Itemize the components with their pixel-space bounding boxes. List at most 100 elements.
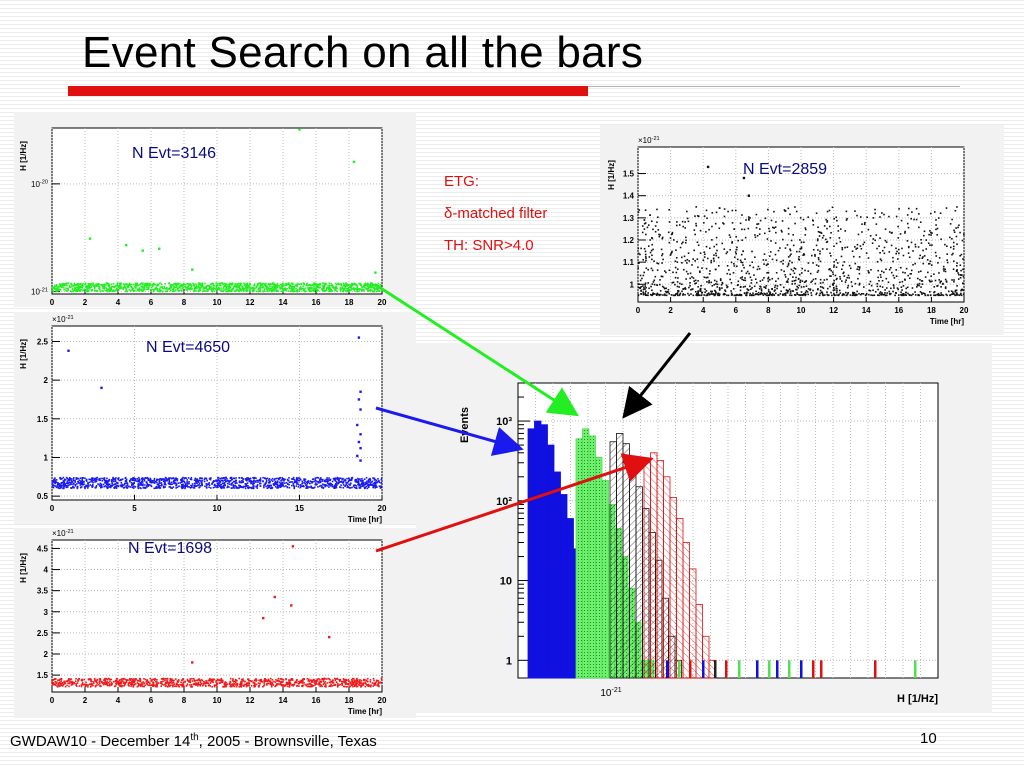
data-point (339, 683, 342, 686)
data-point (334, 678, 337, 680)
data-point (801, 267, 804, 270)
data-point (100, 477, 102, 480)
data-point (338, 477, 341, 480)
data-point (166, 679, 168, 682)
data-point (132, 289, 135, 292)
data-point (833, 245, 835, 248)
data-point (263, 483, 266, 486)
data-point (106, 282, 109, 284)
data-point (160, 685, 163, 687)
data-point (638, 283, 640, 285)
data-point (219, 484, 222, 486)
data-point (328, 477, 330, 479)
data-point (307, 284, 309, 287)
data-point (85, 684, 87, 687)
data-point (372, 486, 374, 489)
data-point (280, 485, 282, 487)
data-point (229, 285, 231, 288)
data-point (174, 685, 176, 688)
data-point (140, 288, 143, 291)
data-point (792, 290, 795, 292)
data-point (108, 483, 111, 486)
data-point (212, 284, 214, 287)
data-point (373, 477, 376, 480)
data-point (243, 283, 246, 285)
data-point (285, 284, 288, 287)
data-point (724, 290, 727, 293)
data-point (136, 679, 139, 682)
data-point (242, 478, 244, 480)
data-point (163, 286, 165, 288)
data-point (334, 683, 337, 686)
data-point (189, 478, 192, 480)
y-axis-label: H [1/Hz] (19, 339, 28, 369)
data-point (201, 283, 204, 286)
data-point (929, 230, 931, 232)
data-point (646, 226, 649, 229)
data-point (223, 289, 225, 292)
data-point (188, 481, 190, 483)
data-point (358, 684, 361, 686)
data-point (81, 679, 83, 682)
data-point (375, 680, 378, 683)
data-point (699, 270, 701, 273)
data-point (134, 683, 137, 685)
data-point (241, 285, 244, 288)
data-point (114, 483, 117, 485)
data-point (217, 483, 219, 486)
data-point (243, 287, 245, 290)
data-point (357, 477, 359, 480)
data-point (220, 287, 222, 289)
data-point (281, 484, 284, 487)
data-point (293, 486, 296, 489)
data-point (377, 289, 379, 292)
data-point (960, 269, 962, 272)
data-point (82, 484, 84, 486)
data-point (94, 679, 96, 681)
data-point (215, 285, 218, 288)
data-point-outlier (141, 249, 144, 252)
data-point (187, 285, 189, 287)
data-point (235, 290, 238, 292)
data-point (657, 262, 660, 265)
data-point (97, 483, 99, 485)
data-point (121, 684, 123, 687)
data-point (786, 265, 789, 268)
data-point (313, 679, 315, 681)
data-point (203, 480, 206, 483)
data-point (144, 486, 147, 489)
data-point (660, 275, 663, 278)
data-point (725, 252, 728, 255)
data-point (952, 241, 955, 244)
data-point (262, 685, 264, 688)
data-point (193, 484, 196, 487)
data-point (102, 483, 105, 486)
data-point (369, 289, 372, 292)
data-point (699, 290, 702, 292)
data-point (179, 683, 182, 686)
data-point (172, 684, 174, 687)
data-point (164, 486, 166, 488)
data-point (354, 682, 357, 685)
data-point (70, 479, 73, 482)
data-point (759, 280, 762, 282)
data-point (847, 284, 850, 287)
data-point (760, 292, 763, 294)
data-point (365, 476, 368, 479)
data-point (62, 476, 65, 479)
data-point (348, 487, 351, 489)
data-point (229, 282, 231, 285)
data-point (191, 685, 194, 688)
data-point (373, 479, 376, 481)
data-point (733, 256, 736, 259)
data-point (253, 685, 256, 688)
data-point (181, 285, 183, 287)
data-point (281, 479, 283, 481)
data-point (247, 477, 250, 480)
data-point (333, 485, 336, 488)
data-point (65, 484, 68, 487)
data-point (674, 260, 677, 263)
data-point (157, 486, 159, 489)
data-point (249, 479, 251, 482)
data-point (822, 234, 825, 237)
